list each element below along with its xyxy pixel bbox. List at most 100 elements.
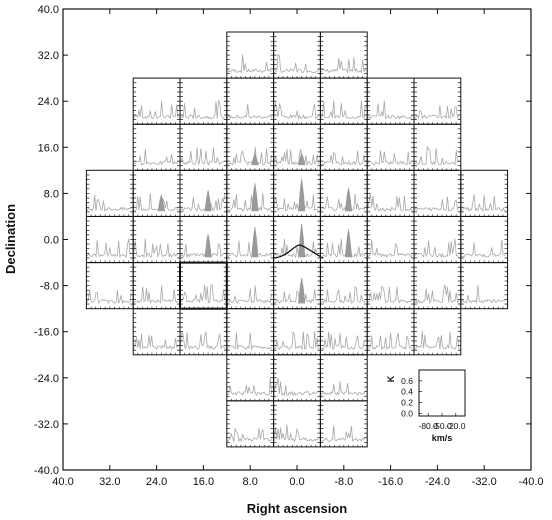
spectrum-cell	[273, 308, 321, 356]
spectrum-trace	[226, 193, 272, 212]
inset-x-tick-label: -20.0	[446, 421, 466, 431]
spectrum-cell	[226, 400, 275, 448]
x-tick-label: 40.0	[52, 476, 73, 488]
cell-frame	[273, 169, 321, 217]
cell-frame	[85, 169, 134, 217]
cell-frame	[366, 262, 415, 310]
inset-y-label: K	[386, 375, 396, 382]
spectrum-trace	[413, 238, 460, 259]
spectrum-trace	[273, 424, 319, 443]
cell-frame	[366, 77, 415, 125]
spectrum-cell	[132, 77, 181, 125]
y-tick-label: -24.0	[34, 373, 59, 385]
spectrum-cell	[413, 169, 462, 217]
spectrum-cell	[226, 216, 275, 264]
spectrum-trace	[226, 285, 272, 304]
spectrum-trace	[413, 331, 460, 350]
spectrum-cell	[319, 400, 368, 448]
spectrum-trace	[320, 57, 366, 74]
x-tick-label: -16.0	[378, 476, 403, 488]
spectrum-trace	[226, 377, 272, 397]
spectrum-cell	[226, 262, 275, 310]
inset-y-tick-label: 0.0	[401, 408, 413, 418]
spectrum-trace	[132, 238, 179, 259]
spectrum-trace	[366, 100, 413, 120]
spectrum-trace	[320, 381, 366, 396]
y-tick-label: -32.0	[34, 419, 59, 431]
inset-y-tick-label: 0.2	[401, 397, 413, 407]
spectrum-cell	[179, 169, 228, 217]
x-tick-label: 8.0	[243, 476, 258, 488]
spectrum-trace	[320, 150, 366, 166]
spectrum-cell	[179, 77, 228, 125]
x-tick-label: 16.0	[193, 476, 214, 488]
cell-frame	[273, 354, 321, 402]
y-tick-label: 40.0	[38, 4, 59, 16]
spectrum-trace	[273, 149, 319, 167]
spectrum-cell	[413, 216, 462, 264]
spectrum-cell	[273, 169, 321, 217]
spectrum-cell	[366, 123, 415, 171]
spectrum-trace	[273, 289, 319, 305]
y-tick-label: 0.0	[44, 235, 59, 247]
spectrum-trace	[320, 100, 366, 120]
spectrum-cell	[319, 31, 368, 79]
spectrum-trace	[226, 332, 272, 351]
spectrum-trace	[179, 192, 226, 212]
spectrum-cell	[273, 400, 321, 448]
spectrum-trace	[320, 331, 366, 350]
spectrum-cell	[179, 261, 228, 310]
spectrum-cell	[413, 77, 462, 125]
spectrum-cell	[413, 308, 462, 356]
spectrum-cell	[179, 123, 228, 171]
spectrum-cell	[273, 354, 321, 402]
emission-peak	[298, 178, 306, 212]
spectrum-trace	[413, 284, 460, 305]
spectrum-trace	[320, 238, 366, 258]
y-tick-label: 16.0	[38, 142, 59, 154]
spectrum-trace	[366, 239, 413, 258]
spectrum-cell	[319, 216, 368, 264]
inset-x-label: km/s	[432, 433, 453, 443]
emission-peak	[344, 187, 353, 212]
spectrum-trace	[273, 378, 319, 397]
spectrum-cell	[273, 123, 321, 171]
inset-scale-panel: K km/s 0.60.40.20.0 -80.0-50.0-20.0	[386, 369, 466, 443]
spectrum-trace	[179, 331, 226, 351]
y-tick-label: 8.0	[44, 188, 59, 200]
spectrum-cell	[319, 123, 368, 171]
emission-peak	[204, 233, 212, 258]
spectrum-cell	[460, 169, 509, 217]
emission-peak	[298, 223, 306, 258]
spectrum-cell	[366, 308, 415, 356]
cell-frame	[366, 216, 415, 264]
spectrum-trace	[226, 104, 272, 120]
y-tick-label: -16.0	[34, 327, 59, 339]
y-tick-label: 32.0	[38, 50, 59, 62]
spectrum-trace	[132, 333, 179, 351]
spectrum-cell	[85, 169, 134, 217]
y-tick-label: -40.0	[34, 465, 59, 477]
spectrum-trace	[132, 285, 179, 304]
spectrum-trace	[413, 145, 460, 166]
x-axis-label: Right ascension	[247, 501, 347, 516]
emission-peak	[251, 183, 259, 212]
spectrum-cell	[179, 216, 228, 264]
spectrum-cell	[226, 77, 275, 125]
spectrum-cell	[273, 31, 321, 79]
spectrum-cell	[319, 77, 368, 125]
spectrum-trace	[273, 102, 319, 121]
spectrum-trace	[179, 284, 226, 304]
inset-y-tick-label: 0.6	[401, 376, 413, 386]
y-axis-label: Declination	[3, 204, 18, 274]
emission-peak	[251, 152, 259, 166]
spectrum-cell	[366, 262, 415, 310]
spectrum-trace	[86, 238, 132, 258]
spectrum-trace	[366, 285, 413, 304]
spectrum-cell	[179, 308, 228, 356]
spectrum-cell	[319, 262, 368, 310]
cell-frame	[460, 216, 509, 264]
inset-x-tick-label: -80.0	[419, 421, 439, 431]
spectrum-trace	[273, 53, 319, 74]
